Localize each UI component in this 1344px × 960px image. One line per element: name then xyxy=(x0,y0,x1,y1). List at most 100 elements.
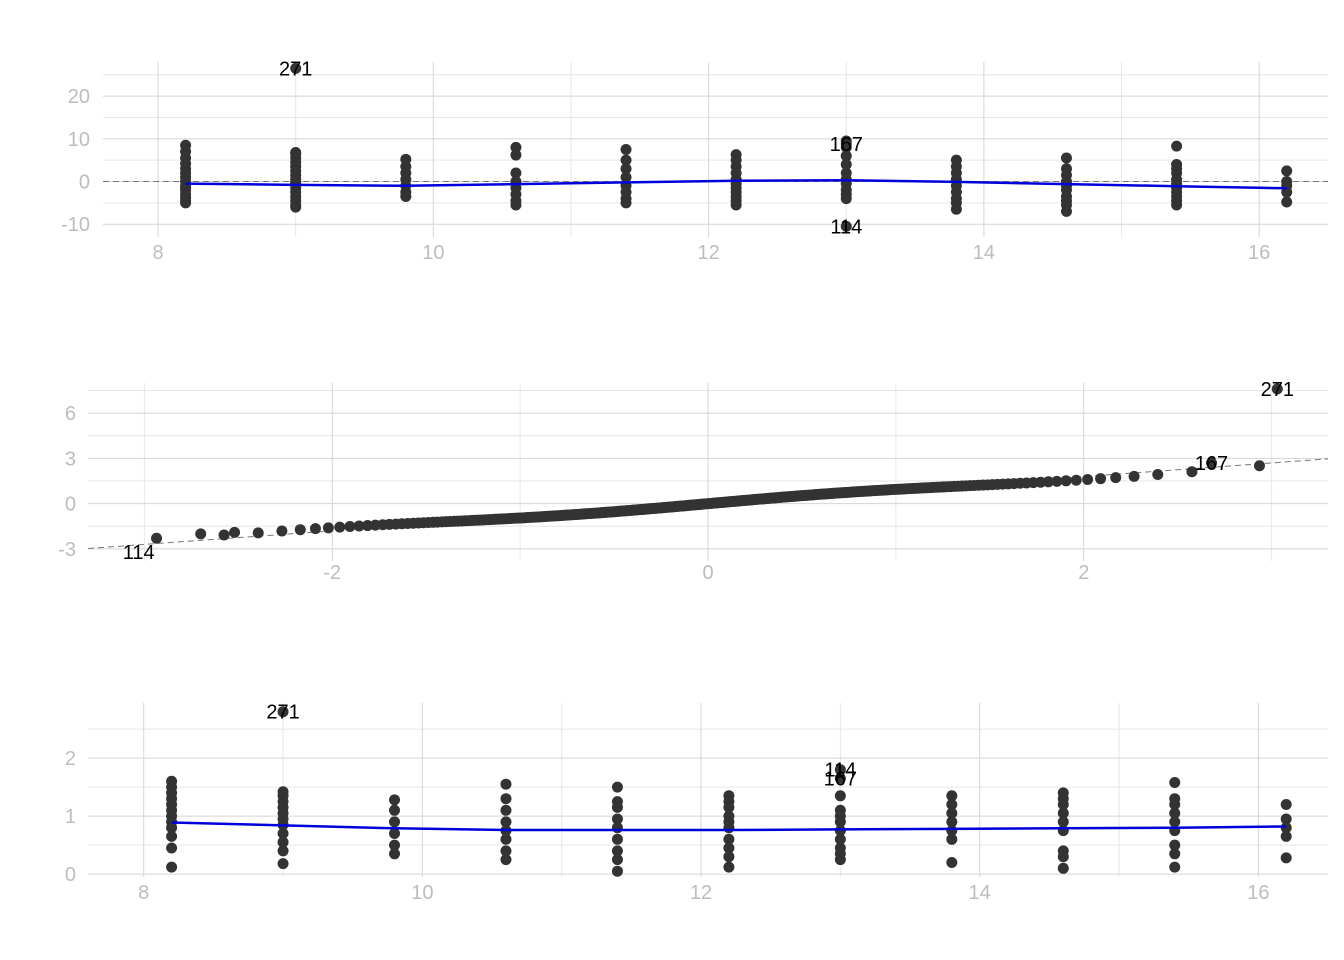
data-point xyxy=(166,861,178,873)
data-point xyxy=(510,149,522,161)
data-point xyxy=(322,522,334,534)
data-point xyxy=(730,199,742,211)
data-point xyxy=(620,171,632,183)
data-point xyxy=(290,201,302,213)
smooth-line xyxy=(185,178,1287,190)
data-point xyxy=(1057,799,1069,810)
data-point xyxy=(290,146,302,158)
data-point xyxy=(840,220,852,232)
data-point xyxy=(611,822,623,834)
y-tick-label: -3 xyxy=(58,539,76,561)
x-tick-label: 8 xyxy=(138,882,149,904)
data-point xyxy=(611,845,623,857)
data-point xyxy=(1169,839,1181,851)
data-point xyxy=(1057,816,1069,828)
data-point xyxy=(1051,475,1063,487)
data-point xyxy=(1035,476,1047,488)
data-point xyxy=(166,830,178,842)
smooth-line xyxy=(171,821,1287,832)
y-tick-label: 3 xyxy=(65,448,76,470)
data-point xyxy=(1082,474,1094,486)
data-point xyxy=(195,528,207,540)
data-point xyxy=(500,854,512,866)
data-point xyxy=(1042,476,1054,488)
y-tick-label: 0 xyxy=(79,172,90,194)
data-point xyxy=(252,527,264,539)
data-point xyxy=(840,150,852,162)
data-point xyxy=(723,822,735,834)
data-point xyxy=(1280,799,1292,810)
data-point xyxy=(500,793,512,805)
x-tick-label: 14 xyxy=(973,242,995,264)
data-point xyxy=(834,816,846,828)
data-point xyxy=(834,764,846,776)
data-point xyxy=(510,167,522,179)
data-point xyxy=(389,794,401,806)
data-point xyxy=(389,804,401,816)
y-tick-label: 6 xyxy=(65,403,76,425)
data-point xyxy=(611,781,623,793)
data-point xyxy=(500,816,512,828)
data-point xyxy=(277,706,289,718)
data-point xyxy=(950,203,962,215)
data-point xyxy=(1152,469,1164,481)
data-point xyxy=(611,813,623,825)
data-point xyxy=(180,197,192,209)
data-point xyxy=(1171,199,1183,211)
data-point xyxy=(1057,851,1069,863)
data-point xyxy=(620,197,632,209)
data-point xyxy=(1060,205,1072,217)
x-tick-label: 8 xyxy=(152,242,163,264)
data-point xyxy=(1057,825,1069,837)
data-point xyxy=(834,833,846,845)
data-point xyxy=(277,845,289,857)
data-point xyxy=(1171,140,1183,152)
data-point xyxy=(611,865,623,877)
data-point xyxy=(277,828,289,839)
x-tick-label: 12 xyxy=(697,242,719,264)
data-point xyxy=(180,182,192,194)
data-point xyxy=(1281,196,1293,208)
data-point xyxy=(290,62,302,74)
data-point xyxy=(1186,466,1198,478)
data-point xyxy=(166,822,178,834)
data-point xyxy=(1169,861,1181,873)
data-point xyxy=(151,532,163,544)
data-point xyxy=(620,144,632,155)
data-point xyxy=(218,529,230,541)
outlier-label: 167 xyxy=(824,768,857,790)
data-point xyxy=(1281,165,1293,177)
x-tick-label: 12 xyxy=(690,882,712,904)
outlier-label: 114 xyxy=(830,216,862,238)
data-point xyxy=(1057,807,1069,819)
data-point xyxy=(1280,852,1292,864)
data-point xyxy=(1280,830,1292,842)
x-tick-label: 0 xyxy=(702,562,713,584)
data-point xyxy=(277,858,289,870)
data-point xyxy=(1169,776,1181,788)
data-point xyxy=(500,778,512,790)
y-tick-label: 20 xyxy=(68,86,90,108)
y-tick-label: -10 xyxy=(61,214,90,236)
data-point xyxy=(946,807,958,819)
y-tick-label: 0 xyxy=(65,864,76,886)
data-point xyxy=(389,816,401,828)
data-point xyxy=(389,839,401,851)
outlier-label: 167 xyxy=(1195,453,1228,475)
data-point xyxy=(946,857,958,868)
y-tick-label: 1 xyxy=(65,806,76,828)
data-point xyxy=(723,851,735,863)
x-tick-label: 16 xyxy=(1247,882,1269,904)
data-point xyxy=(946,790,958,802)
data-point xyxy=(344,521,356,533)
data-point xyxy=(840,138,852,150)
data-point xyxy=(723,842,735,854)
data-point xyxy=(500,804,512,816)
data-point xyxy=(290,176,302,188)
data-point xyxy=(1169,848,1181,860)
data-point xyxy=(1060,475,1072,487)
data-point xyxy=(723,861,735,873)
outlier-label: 114 xyxy=(824,760,856,782)
data-point xyxy=(1110,472,1122,484)
